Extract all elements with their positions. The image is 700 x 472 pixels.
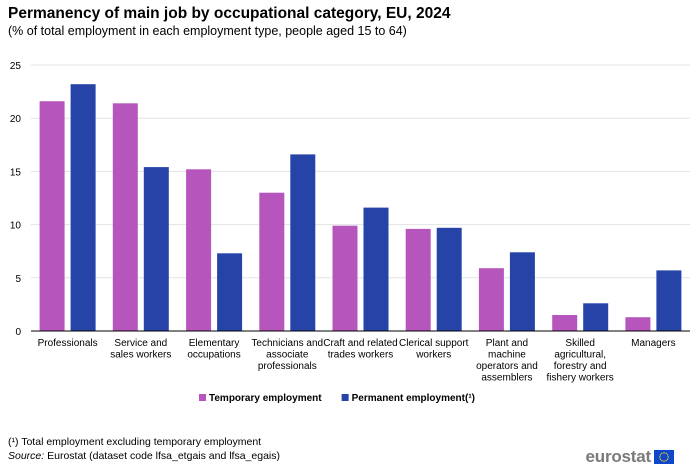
bar-permanent <box>290 154 316 331</box>
x-tick-label: Managers <box>631 338 675 349</box>
bar-temporary <box>112 103 138 331</box>
legend-swatch <box>199 394 206 401</box>
bar-permanent <box>436 227 462 331</box>
bar-temporary <box>186 169 212 331</box>
bar-permanent <box>217 253 243 331</box>
bar-temporary <box>478 268 504 331</box>
source-label: Source: <box>8 450 45 462</box>
bar-permanent <box>70 84 96 331</box>
legend-label: Temporary employment <box>209 393 322 404</box>
x-tick-label: Elementary occupations <box>187 338 240 361</box>
x-tick-label: Technicians and associate professionals <box>251 338 323 372</box>
x-tick-label: Clerical support workers <box>399 338 469 361</box>
y-tick-label: 5 <box>15 274 21 285</box>
chart-subtitle: (% of total employment in each employmen… <box>8 24 407 38</box>
bar-temporary <box>625 317 651 331</box>
eurostat-logo-text: eurostat <box>585 447 652 466</box>
y-tick-label: 0 <box>15 327 21 338</box>
x-tick-label: Craft and related trades workers <box>323 338 398 361</box>
footnote: (¹) Total employment excluding temporary… <box>8 436 262 448</box>
bar-temporary <box>405 228 431 331</box>
bar-permanent <box>509 252 535 331</box>
bar-chart: 0 5 10 15 20 25 Professionals Service and sales … <box>10 61 690 404</box>
x-tick-label: Skilled agricultural, forestry and fishery … <box>547 338 614 384</box>
bar-temporary <box>39 101 65 331</box>
x-tick-label: Plant and machine operators and assemblers <box>476 338 538 384</box>
bar-permanent <box>363 207 389 331</box>
y-tick-label: 20 <box>10 114 22 125</box>
source-text: Eurostat (dataset code lfsa_etgais and l… <box>44 450 280 462</box>
bar-temporary <box>552 315 578 331</box>
bar-permanent <box>583 303 609 331</box>
x-tick-label: Service and sales workers <box>110 338 171 361</box>
bar-permanent <box>656 270 682 331</box>
eurostat-logo: eurostat <box>586 447 674 467</box>
legend-swatch <box>341 394 349 401</box>
bar-temporary <box>259 192 285 331</box>
chart-title: Permanency of main job by occupational c… <box>8 5 451 22</box>
eu-flag-icon <box>654 450 674 464</box>
legend-label: Permanent employment(¹) <box>352 393 475 404</box>
source-line: Source: Eurostat (dataset code lfsa_etga… <box>8 450 280 462</box>
bar-temporary <box>332 225 358 331</box>
y-tick-label: 10 <box>10 221 22 232</box>
x-tick-label: Professionals <box>38 338 98 349</box>
y-tick-label: 25 <box>10 61 22 72</box>
y-tick-label: 15 <box>10 167 22 178</box>
bar-permanent <box>143 167 169 331</box>
